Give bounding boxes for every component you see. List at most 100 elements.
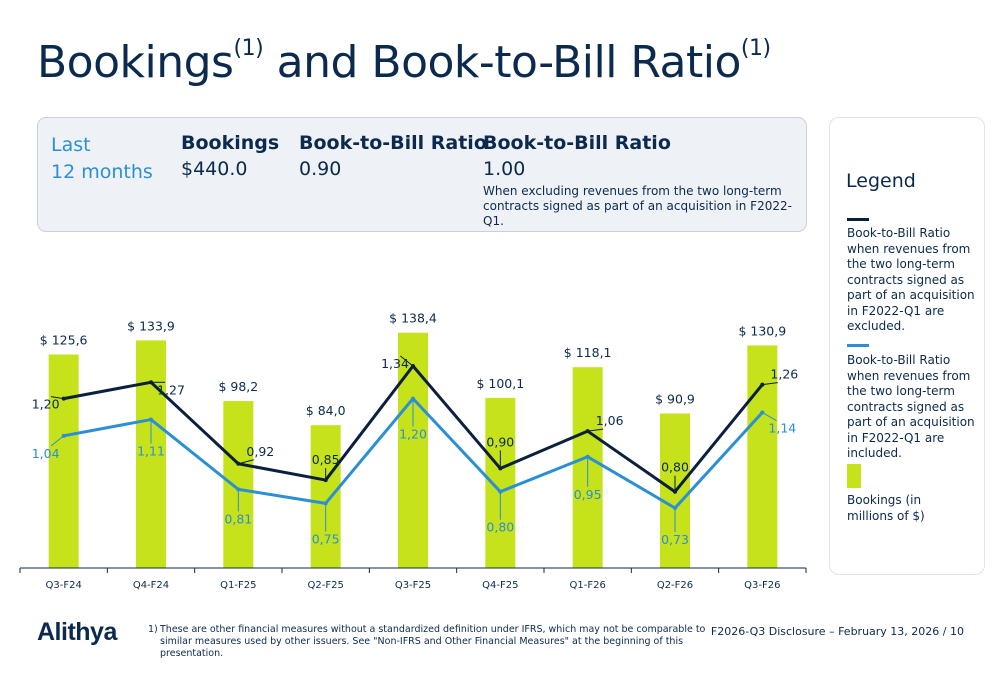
btb-excluded-note: When excluding revenues from the two lon…: [483, 184, 792, 228]
ratio-included-label-Q3-F24: 1,04: [32, 446, 60, 461]
bar-label-Q4-F24: $ 133,9: [127, 318, 175, 333]
summary-bookings: Bookings $440.0: [181, 132, 279, 180]
ratio-included-leader: [50, 435, 64, 447]
ratio-excluded-label-Q4-F24: 1,27: [157, 382, 185, 397]
ratio-excluded-label-Q2-F26: 0,80: [661, 460, 689, 475]
footnote-number: 1): [148, 624, 158, 635]
ratio-excluded-point-Q4-F24: [149, 380, 153, 385]
ratio-included-point-Q4-F24: [149, 417, 153, 422]
ratio-excluded-leader: [762, 382, 778, 386]
ratio-excluded-point-Q2-F26: [673, 489, 677, 494]
ratio-included-label-Q2-F26: 0,73: [661, 532, 689, 547]
ratio-excluded-point-Q4-F25: [498, 466, 503, 471]
footer-right: F2026-Q3 Disclosure – February 13, 2026 …: [711, 625, 964, 638]
ratio-excluded-label-Q3-F24: 1,20: [32, 397, 60, 412]
legend-item-bookings: Bookings (in millions of $): [847, 493, 925, 523]
ratio-included-label-Q1-F25: 0,81: [224, 511, 252, 526]
bar-label-Q3-F26: $ 130,9: [738, 323, 786, 338]
ratio-excluded-leader: [587, 428, 604, 432]
ratio-excluded-leader: [50, 396, 64, 400]
bookings-value: $440.0: [181, 158, 248, 180]
x-tick-label-Q4-F24: Q4-F24: [133, 580, 169, 591]
ratio-excluded-leader: [400, 355, 414, 367]
x-tick-label-Q3-F26: Q3-F26: [744, 580, 780, 591]
ratio-included-point-Q1-F26: [585, 454, 590, 459]
page-title: Bookings(1) and Book-to-Bill Ratio(1): [37, 36, 771, 88]
ratio-included-point-Q3-F26: [760, 410, 765, 415]
ratio-excluded-label-Q4-F25: 0,90: [486, 434, 514, 449]
btb-label: Book-to-Bill Ratio: [299, 132, 487, 154]
bar-Q3-F24: [48, 354, 79, 568]
legend-swatch-bookings: [847, 464, 861, 488]
bar-Q3-F26: [747, 345, 778, 568]
ratio-included-point-Q2-F26: [673, 506, 677, 510]
x-tick-label-Q2-F26: Q2-F26: [657, 580, 693, 591]
bar-label-Q1-F25: $ 98,2: [218, 379, 258, 394]
bar-Q4-F24: [136, 340, 166, 568]
x-tick-label-Q1-F25: Q1-F25: [220, 580, 256, 591]
bar-label-Q2-F25: $ 84,0: [306, 403, 346, 418]
bar-label-Q2-F26: $ 90,9: [655, 391, 695, 406]
ratio-included-label-Q4-F25: 0,80: [486, 520, 514, 535]
disclosure-text: F2026-Q3 Disclosure – February 13, 2026: [710, 625, 940, 638]
ratio-included-label-Q2-F25: 0,75: [312, 531, 340, 546]
ratio-included-leader: [762, 412, 777, 421]
summary-btb: Book-to-Bill Ratio 0.90: [299, 132, 487, 180]
btb-excluded-label: Book-to-Bill Ratio: [483, 132, 671, 154]
ratio-included-label-Q3-F25: 1,20: [399, 427, 427, 442]
ratio-excluded-label-Q3-F26: 1,26: [770, 367, 798, 382]
title-main: Bookings: [37, 37, 234, 88]
ratio-excluded-leader: [238, 459, 254, 465]
ratio-excluded-point-Q1-F26: [585, 429, 590, 434]
x-tick-label-Q1-F26: Q1-F26: [570, 580, 606, 591]
ratio-included-point-Q1-F25: [236, 487, 241, 492]
ratio-included-label-Q3-F26: 1,14: [768, 421, 796, 436]
ratio-excluded-label-Q1-F25: 0,92: [246, 444, 274, 459]
x-tick-label-Q2-F25: Q2-F25: [308, 580, 344, 591]
btb-excluded-value: 1.00: [483, 158, 526, 180]
legend-item-excluded: Book-to-Bill Ratio when revenues from th…: [847, 226, 975, 333]
page-number: / 10: [942, 625, 964, 638]
ratio-excluded-label-Q1-F26: 1,06: [596, 413, 624, 428]
bar-label-Q3-F25: $ 138,4: [389, 311, 437, 326]
btb-value: 0.90: [299, 158, 342, 180]
title-footnote-mark-2: (1): [740, 36, 771, 61]
bar-label-Q1-F26: $ 118,1: [564, 345, 612, 360]
ratio-included-point-Q4-F25: [498, 489, 503, 494]
period-line-2: 12 months: [51, 161, 153, 183]
ratio-excluded-point-Q1-F25: [236, 461, 241, 466]
bookings-chart: $ 125,6 $ 133,9 $ 98,2 $ 84,0 $ 138,4 $ 100,1…: [19, 311, 807, 591]
ratio-included-point-Q3-F24: [61, 433, 66, 438]
summary-period: Last 12 months: [51, 132, 153, 186]
summary-panel: Last 12 months Bookings $440.0 Book-to-B…: [37, 117, 807, 232]
bookings-label: Bookings: [181, 132, 280, 154]
legend-title: Legend: [846, 170, 916, 192]
bar-label-Q4-F25: $ 100,1: [476, 376, 524, 391]
x-tick-label-Q3-F25: Q3-F25: [395, 580, 431, 591]
bar-Q4-F25: [485, 397, 516, 568]
ratio-included-label-Q4-F24: 1,11: [137, 444, 165, 459]
bar-label-Q3-F24: $ 125,6: [40, 332, 88, 347]
ratio-excluded-label-Q2-F25: 0,85: [312, 452, 340, 467]
ratio-included-point-Q3-F25: [411, 396, 415, 401]
footnote: 1) These are other financial measures wi…: [148, 624, 708, 660]
period-line-1: Last: [51, 134, 91, 156]
title-footnote-mark: (1): [233, 36, 264, 61]
legend-panel: Legend Book-to-Bill Ratio when revenues …: [829, 117, 985, 575]
summary-btb-excluded: Book-to-Bill Ratio 1.00 When excluding r…: [483, 132, 803, 229]
x-tick-label-Q4-F25: Q4-F25: [482, 580, 518, 591]
legend-item-included: Book-to-Bill Ratio when revenues from th…: [847, 353, 975, 460]
ratio-included-point-Q2-F25: [323, 501, 328, 506]
bar-Q1-F25: [223, 401, 254, 568]
company-logo: Alithya: [37, 618, 117, 646]
bar-Q2-F25: [310, 425, 341, 568]
ratio-excluded-point-Q3-F25: [411, 364, 415, 368]
footnote-text: These are other financial measures witho…: [160, 624, 706, 659]
title-rest: and Book-to-Bill Ratio: [263, 37, 742, 88]
bar-Q3-F25: [398, 332, 428, 568]
legend-swatch-included: [847, 344, 869, 347]
ratio-excluded-point-Q3-F24: [61, 396, 66, 401]
ratio-included-label-Q1-F26: 0,95: [574, 487, 602, 502]
legend-swatch-excluded: [847, 218, 869, 221]
ratio-excluded-point-Q3-F26: [760, 382, 765, 387]
